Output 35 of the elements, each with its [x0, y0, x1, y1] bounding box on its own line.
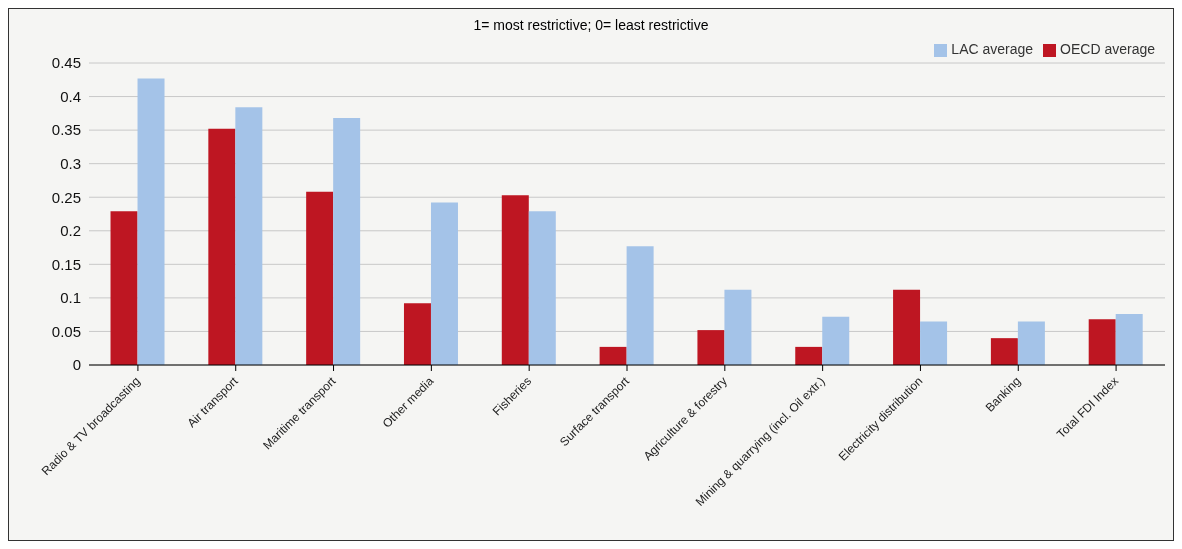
- y-tick-label: 0: [72, 356, 81, 374]
- y-tick-label: 0.15: [51, 255, 81, 273]
- y-tick-label: 0.3: [60, 154, 81, 172]
- bar: [920, 321, 948, 365]
- bar: [724, 289, 752, 365]
- bar: [795, 346, 823, 365]
- bar: [822, 316, 850, 365]
- bar: [306, 191, 334, 365]
- bar: [697, 330, 725, 365]
- bar: [1115, 314, 1143, 365]
- y-tick-label: 0.35: [51, 121, 81, 139]
- bar: [110, 211, 138, 365]
- y-tick-label: 0.1: [60, 289, 81, 307]
- legend-label: OECD average: [1060, 41, 1155, 57]
- bar: [990, 338, 1018, 365]
- bar: [599, 346, 627, 365]
- bar: [1017, 321, 1045, 365]
- y-tick-label: 0.05: [51, 322, 81, 340]
- y-tick-label: 0.45: [51, 54, 81, 72]
- bar: [1088, 319, 1116, 365]
- y-tick-label: 0.25: [51, 188, 81, 206]
- bar: [333, 118, 361, 365]
- bar: [528, 211, 556, 365]
- bar: [403, 303, 431, 365]
- y-tick-label: 0.2: [60, 222, 81, 240]
- bar: [501, 195, 529, 365]
- bar: [430, 202, 458, 365]
- bar: [893, 289, 921, 365]
- legend-label: LAC average: [951, 41, 1034, 57]
- bar: [626, 246, 654, 365]
- bar: [235, 107, 263, 365]
- bar: [208, 128, 236, 365]
- y-tick-label: 0.4: [60, 87, 81, 105]
- chart-title: 1= most restrictive; 0= least restrictive: [472, 16, 710, 35]
- bar: [137, 78, 165, 365]
